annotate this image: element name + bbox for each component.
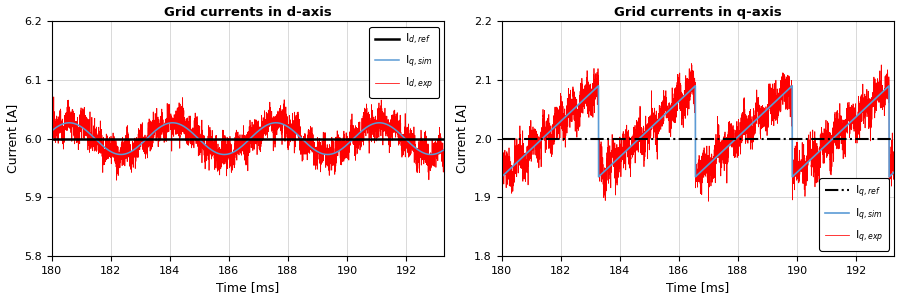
- I$_{d,exp}$: [46, 131, 57, 134]
- I$_{q,sim}$: [878, 90, 888, 94]
- I$_{q,exp}$: [878, 90, 888, 93]
- Legend: I$_{q,ref}$, I$_{q,sim}$, I$_{q,exp}$: I$_{q,ref}$, I$_{q,sim}$, I$_{q,exp}$: [820, 178, 889, 250]
- I$_{q,sim}$: [428, 153, 438, 156]
- I$_{d,exp}$: [233, 136, 244, 139]
- I$_{q,sim}$: [889, 170, 900, 174]
- I$_{q,exp}$: [782, 80, 793, 84]
- I$_{q,sim}$: [593, 84, 604, 88]
- I$_{d,exp}$: [49, 95, 59, 99]
- I$_{q,sim}$: [858, 109, 868, 112]
- I$_{q,sim}$: [782, 89, 793, 92]
- Legend: I$_{d,ref}$, I$_{q,sim}$, I$_{d,exp}$: I$_{d,ref}$, I$_{q,sim}$, I$_{d,exp}$: [369, 27, 439, 98]
- I$_{q,sim}$: [439, 148, 450, 151]
- Title: Grid currents in q-axis: Grid currents in q-axis: [614, 6, 782, 19]
- I$_{q,sim}$: [664, 108, 675, 112]
- I$_{q,sim}$: [662, 111, 672, 115]
- I$_{q,sim}$: [271, 121, 282, 124]
- I$_{q,exp}$: [686, 62, 697, 65]
- I$_{d,exp}$: [408, 141, 418, 145]
- X-axis label: Time [ms]: Time [ms]: [216, 281, 280, 294]
- I$_{q,exp}$: [496, 164, 507, 168]
- I$_{q,exp}$: [858, 98, 868, 102]
- I$_{q,exp}$: [703, 200, 714, 203]
- I$_{d,exp}$: [439, 149, 450, 153]
- I$_{q,sim}$: [214, 152, 225, 156]
- I$_{d,exp}$: [428, 154, 438, 158]
- Line: I$_{d,exp}$: I$_{d,exp}$: [51, 97, 445, 180]
- I$_{q,exp}$: [662, 106, 672, 110]
- I$_{q,sim}$: [233, 147, 244, 151]
- Y-axis label: Current [A]: Current [A]: [5, 104, 19, 173]
- I$_{q,exp}$: [889, 166, 900, 169]
- I$_{d,exp}$: [212, 148, 222, 151]
- Line: I$_{q,sim}$: I$_{q,sim}$: [501, 86, 895, 177]
- I$_{q,sim}$: [683, 91, 694, 94]
- I$_{q,sim}$: [332, 150, 343, 154]
- I$_{d,exp}$: [112, 178, 122, 182]
- I$_{q,sim}$: [46, 129, 57, 133]
- Y-axis label: Current [A]: Current [A]: [455, 104, 469, 173]
- Line: I$_{q,sim}$: I$_{q,sim}$: [51, 123, 445, 154]
- Line: I$_{q,exp}$: I$_{q,exp}$: [501, 64, 895, 201]
- I$_{d,exp}$: [332, 139, 343, 143]
- I$_{q,sim}$: [212, 151, 222, 154]
- I$_{q,sim}$: [496, 175, 507, 178]
- I$_{q,exp}$: [683, 106, 694, 109]
- X-axis label: Time [ms]: Time [ms]: [666, 281, 730, 294]
- Title: Grid currents in d-axis: Grid currents in d-axis: [164, 6, 332, 19]
- I$_{q,sim}$: [408, 144, 418, 148]
- I$_{q,exp}$: [664, 114, 675, 118]
- I$_{q,sim}$: [219, 153, 230, 156]
- I$_{d,exp}$: [214, 163, 225, 167]
